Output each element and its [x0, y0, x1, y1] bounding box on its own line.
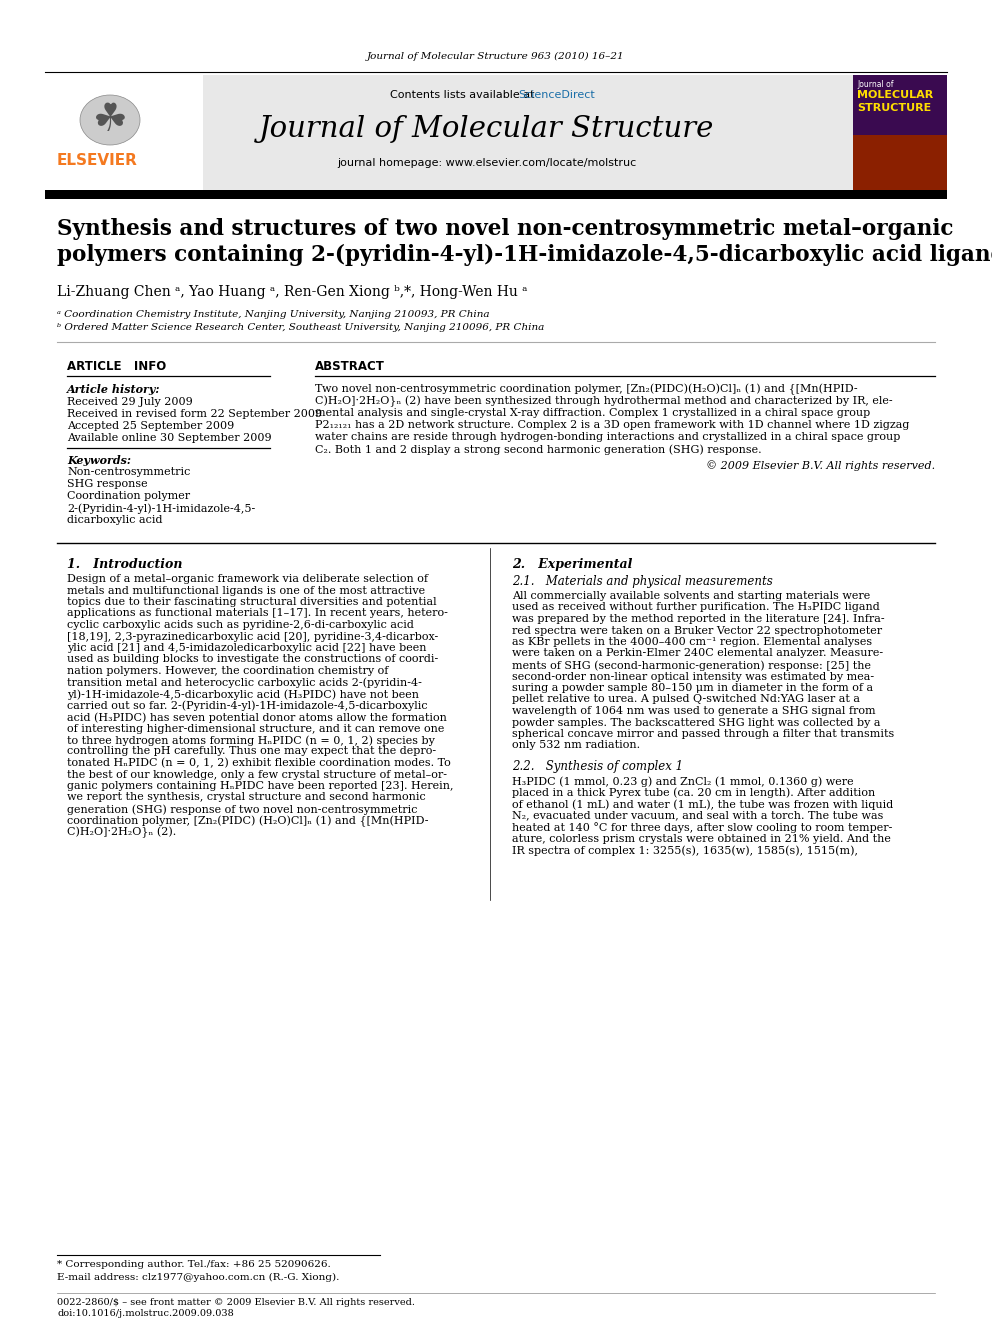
Text: SHG response: SHG response [67, 479, 148, 490]
Text: doi:10.1016/j.molstruc.2009.09.038: doi:10.1016/j.molstruc.2009.09.038 [57, 1308, 234, 1318]
Text: heated at 140 °C for three days, after slow cooling to room temper-: heated at 140 °C for three days, after s… [512, 822, 893, 833]
Text: © 2009 Elsevier B.V. All rights reserved.: © 2009 Elsevier B.V. All rights reserved… [706, 460, 935, 471]
Text: only 532 nm radiation.: only 532 nm radiation. [512, 741, 640, 750]
Text: Keywords:: Keywords: [67, 455, 131, 466]
Text: Design of a metal–organic framework via deliberate selection of: Design of a metal–organic framework via … [67, 574, 428, 583]
Text: red spectra were taken on a Bruker Vector 22 spectrophotometer: red spectra were taken on a Bruker Vecto… [512, 626, 882, 635]
Text: of ethanol (1 mL) and water (1 mL), the tube was frozen with liquid: of ethanol (1 mL) and water (1 mL), the … [512, 799, 893, 810]
Text: polymers containing 2-(pyridin-4-yl)-1H-imidazole-4,5-dicarboxylic acid ligands: polymers containing 2-(pyridin-4-yl)-1H-… [57, 243, 992, 266]
Text: applications as functional materials [1–17]. In recent years, hetero-: applications as functional materials [1–… [67, 609, 447, 618]
Text: pellet relative to urea. A pulsed Q-switched Nd:YAG laser at a: pellet relative to urea. A pulsed Q-swit… [512, 695, 860, 705]
Text: second-order non-linear optical intensity was estimated by mea-: second-order non-linear optical intensit… [512, 672, 874, 681]
Text: N₂, evacuated under vacuum, and seal with a torch. The tube was: N₂, evacuated under vacuum, and seal wit… [512, 811, 883, 820]
Text: used as building blocks to investigate the constructions of coordi-: used as building blocks to investigate t… [67, 655, 438, 664]
Text: mental analysis and single-crystal X-ray diffraction. Complex 1 crystallized in : mental analysis and single-crystal X-ray… [315, 407, 870, 418]
Text: used as received without further purification. The H₃PIDC ligand: used as received without further purific… [512, 602, 880, 613]
Text: MOLECULAR: MOLECULAR [857, 90, 933, 101]
Text: water chains are reside through hydrogen-bonding interactions and crystallized i: water chains are reside through hydrogen… [315, 433, 901, 442]
Text: wavelength of 1064 nm was used to generate a SHG signal from: wavelength of 1064 nm was used to genera… [512, 706, 876, 716]
Text: * Corresponding author. Tel./fax: +86 25 52090626.: * Corresponding author. Tel./fax: +86 25… [57, 1259, 330, 1269]
Text: Two novel non-centrosymmetric coordination polymer, [Zn₂(PIDC)(H₂O)Cl]ₙ (1) and : Two novel non-centrosymmetric coordinati… [315, 384, 858, 396]
Text: 2-(Pyridin-4-yl)-1H-imidazole-4,5-: 2-(Pyridin-4-yl)-1H-imidazole-4,5- [67, 503, 255, 513]
Text: C)H₂O]·2H₂O}ₙ (2) have been synthesized through hydrothermal method and characte: C)H₂O]·2H₂O}ₙ (2) have been synthesized … [315, 396, 893, 407]
Text: ganic polymers containing HₙPIDC have been reported [23]. Herein,: ganic polymers containing HₙPIDC have be… [67, 781, 453, 791]
Text: [18,19], 2,3-pyrazinedicarboxylic acid [20], pyridine-3,4-dicarbox-: [18,19], 2,3-pyrazinedicarboxylic acid [… [67, 631, 438, 642]
Text: All commercially available solvents and starting materials were: All commercially available solvents and … [512, 591, 870, 601]
Text: topics due to their fascinating structural diversities and potential: topics due to their fascinating structur… [67, 597, 436, 607]
Bar [45, 191, 947, 198]
Text: Coordination polymer: Coordination polymer [67, 491, 190, 501]
Text: placed in a thick Pyrex tube (ca. 20 cm in length). After addition: placed in a thick Pyrex tube (ca. 20 cm … [512, 787, 875, 798]
Text: Received in revised form 22 September 2009: Received in revised form 22 September 20… [67, 409, 322, 419]
Bar [853, 75, 947, 135]
Text: ELSEVIER: ELSEVIER [57, 153, 138, 168]
Text: acid (H₃PIDC) has seven potential donor atoms allow the formation: acid (H₃PIDC) has seven potential donor … [67, 712, 446, 722]
Text: ARTICLE   INFO: ARTICLE INFO [67, 360, 167, 373]
Ellipse shape [80, 95, 140, 146]
Text: STRUCTURE: STRUCTURE [857, 103, 931, 112]
Text: controlling the pH carefully. Thus one may expect that the depro-: controlling the pH carefully. Thus one m… [67, 746, 436, 757]
Text: Synthesis and structures of two novel non-centrosymmetric metal–organic: Synthesis and structures of two novel no… [57, 218, 953, 239]
Bar [853, 135, 947, 191]
Text: Journal of Molecular Structure: Journal of Molecular Structure [259, 115, 714, 143]
Text: P2₁₂₁₂₁ has a 2D network structure. Complex 2 is a 3D open framework with 1D cha: P2₁₂₁₂₁ has a 2D network structure. Comp… [315, 419, 910, 430]
Text: the best of our knowledge, only a few crystal structure of metal–or-: the best of our knowledge, only a few cr… [67, 770, 447, 779]
Text: ABSTRACT: ABSTRACT [315, 360, 385, 373]
Text: tonated HₙPIDC (n = 0, 1, 2) exhibit flexible coordination modes. To: tonated HₙPIDC (n = 0, 1, 2) exhibit fle… [67, 758, 450, 769]
Text: 1.   Introduction: 1. Introduction [67, 558, 183, 572]
Bar [45, 75, 203, 191]
Text: yl)-1H-imidazole-4,5-dicarboxylic acid (H₃PIDC) have not been: yl)-1H-imidazole-4,5-dicarboxylic acid (… [67, 689, 419, 700]
Text: ᵇ Ordered Matter Science Research Center, Southeast University, Nanjing 210096, : ᵇ Ordered Matter Science Research Center… [57, 323, 545, 332]
Text: generation (SHG) response of two novel non-centrosymmetric: generation (SHG) response of two novel n… [67, 804, 418, 815]
Text: suring a powder sample 80–150 μm in diameter in the form of a: suring a powder sample 80–150 μm in diam… [512, 683, 873, 693]
Text: powder samples. The backscattered SHG light was collected by a: powder samples. The backscattered SHG li… [512, 717, 881, 728]
Text: C)H₂O]·2H₂O}ₙ (2).: C)H₂O]·2H₂O}ₙ (2). [67, 827, 177, 839]
Text: 2.1.   Materials and physical measurements: 2.1. Materials and physical measurements [512, 576, 773, 587]
Text: Contents lists available at: Contents lists available at [390, 90, 538, 101]
Bar [853, 75, 947, 191]
Text: Journal of: Journal of [857, 79, 894, 89]
Text: dicarboxylic acid: dicarboxylic acid [67, 515, 163, 525]
Text: C₂. Both 1 and 2 display a strong second harmonic generation (SHG) response.: C₂. Both 1 and 2 display a strong second… [315, 445, 762, 455]
Text: we report the synthesis, crystal structure and second harmonic: we report the synthesis, crystal structu… [67, 792, 426, 803]
Text: cyclic carboxylic acids such as pyridine-2,6-di-carboxylic acid: cyclic carboxylic acids such as pyridine… [67, 620, 414, 630]
Text: ᵃ Coordination Chemistry Institute, Nanjing University, Nanjing 210093, PR China: ᵃ Coordination Chemistry Institute, Nanj… [57, 310, 489, 319]
Text: Journal of Molecular Structure 963 (2010) 16–21: Journal of Molecular Structure 963 (2010… [367, 52, 625, 61]
Text: Li-Zhuang Chen ᵃ, Yao Huang ᵃ, Ren-Gen Xiong ᵇ,*, Hong-Wen Hu ᵃ: Li-Zhuang Chen ᵃ, Yao Huang ᵃ, Ren-Gen X… [57, 284, 528, 299]
Text: were taken on a Perkin-Elmer 240C elemental analyzer. Measure-: were taken on a Perkin-Elmer 240C elemen… [512, 648, 883, 659]
Text: coordination polymer, [Zn₂(PIDC) (H₂O)Cl]ₙ (1) and {[Mn(HPID-: coordination polymer, [Zn₂(PIDC) (H₂O)Cl… [67, 815, 429, 827]
Text: 2.   Experimental: 2. Experimental [512, 558, 632, 572]
Text: to three hydrogen atoms forming HₙPIDC (n = 0, 1, 2) species by: to three hydrogen atoms forming HₙPIDC (… [67, 736, 434, 746]
Text: Received 29 July 2009: Received 29 July 2009 [67, 397, 192, 407]
Text: Available online 30 September 2009: Available online 30 September 2009 [67, 433, 272, 443]
Text: IR spectra of complex 1: 3255(s), 1635(w), 1585(s), 1515(m),: IR spectra of complex 1: 3255(s), 1635(w… [512, 845, 858, 856]
Bar [45, 75, 947, 191]
Text: ☘: ☘ [92, 101, 127, 139]
Text: ylic acid [21] and 4,5-imidazoledicarboxylic acid [22] have been: ylic acid [21] and 4,5-imidazoledicarbox… [67, 643, 427, 654]
Text: Accepted 25 September 2009: Accepted 25 September 2009 [67, 421, 234, 431]
Text: was prepared by the method reported in the literature [24]. Infra-: was prepared by the method reported in t… [512, 614, 885, 624]
Text: nation polymers. However, the coordination chemistry of: nation polymers. However, the coordinati… [67, 665, 389, 676]
Text: ature, colorless prism crystals were obtained in 21% yield. And the: ature, colorless prism crystals were obt… [512, 833, 891, 844]
Text: ScienceDirect: ScienceDirect [518, 90, 595, 101]
Text: metals and multifunctional ligands is one of the most attractive: metals and multifunctional ligands is on… [67, 586, 426, 595]
Text: Non-centrosymmetric: Non-centrosymmetric [67, 467, 190, 478]
Text: journal homepage: www.elsevier.com/locate/molstruc: journal homepage: www.elsevier.com/locat… [337, 157, 637, 168]
Text: of interesting higher-dimensional structure, and it can remove one: of interesting higher-dimensional struct… [67, 724, 444, 733]
Text: H₃PIDC (1 mmol, 0.23 g) and ZnCl₂ (1 mmol, 0.1360 g) were: H₃PIDC (1 mmol, 0.23 g) and ZnCl₂ (1 mmo… [512, 777, 854, 787]
Text: spherical concave mirror and passed through a filter that transmits: spherical concave mirror and passed thro… [512, 729, 894, 740]
Text: transition metal and heterocyclic carboxylic acids 2-(pyridin-4-: transition metal and heterocyclic carbox… [67, 677, 422, 688]
Text: as KBr pellets in the 4000–400 cm⁻¹ region. Elemental analyses: as KBr pellets in the 4000–400 cm⁻¹ regi… [512, 636, 872, 647]
Text: E-mail address: clz1977@yahoo.com.cn (R.-G. Xiong).: E-mail address: clz1977@yahoo.com.cn (R.… [57, 1273, 339, 1282]
Text: 0022-2860/$ – see front matter © 2009 Elsevier B.V. All rights reserved.: 0022-2860/$ – see front matter © 2009 El… [57, 1298, 415, 1307]
Text: 2.2.   Synthesis of complex 1: 2.2. Synthesis of complex 1 [512, 759, 683, 773]
Text: ments of SHG (second-harmonic-generation) response: [25] the: ments of SHG (second-harmonic-generation… [512, 660, 871, 671]
Text: carried out so far. 2-(Pyridin-4-yl)-1H-imidazole-4,5-dicarboxylic: carried out so far. 2-(Pyridin-4-yl)-1H-… [67, 700, 428, 710]
Text: Article history:: Article history: [67, 384, 161, 396]
